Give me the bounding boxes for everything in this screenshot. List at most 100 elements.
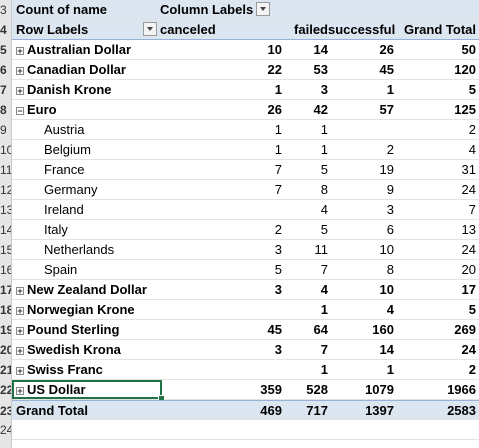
expand-icon[interactable]: + [16,66,24,76]
value-cell-successful[interactable]: 1 [386,82,394,97]
row-number[interactable]: 17 [0,283,11,297]
value-cell-canceled[interactable]: 45 [267,322,282,337]
value-cell-successful[interactable]: 2 [386,142,394,157]
value-cell-failed[interactable]: 7 [320,342,328,357]
value-cell-canceled[interactable]: 3 [274,242,282,257]
value-cell-failed[interactable]: 1 [320,362,328,377]
value-cell-total[interactable]: 5 [468,302,476,317]
row-number[interactable]: 22 [0,383,11,397]
expand-icon[interactable]: + [16,326,24,336]
row-label-cell[interactable]: + Swedish Krona [16,340,164,359]
row-label-cell[interactable]: + Norwegian Krone [16,300,164,319]
row-label-cell[interactable]: + US Dollar [12,380,165,402]
grand-total-failed[interactable]: 717 [306,403,328,418]
value-cell-canceled[interactable]: 7 [274,162,282,177]
row-label-cell[interactable]: − Euro [16,100,164,119]
value-cell-successful[interactable] [328,120,394,139]
expand-icon[interactable]: + [16,46,24,56]
row-number[interactable]: 6 [0,63,7,77]
value-cell-successful[interactable]: 10 [379,282,394,297]
row-label-cell[interactable]: Netherlands [16,240,192,259]
row-label-cell[interactable]: France [16,160,192,179]
row-number[interactable]: 12 [0,183,11,197]
row-number[interactable]: 18 [0,303,11,317]
value-cell-canceled[interactable] [172,360,282,379]
value-cell-canceled[interactable]: 5 [274,262,282,277]
column-labels-filter-dropdown[interactable] [256,2,270,16]
value-cell-total[interactable]: 4 [468,142,476,157]
value-cell-successful[interactable]: 4 [386,302,394,317]
value-cell-failed[interactable]: 8 [320,182,328,197]
value-cell-successful[interactable]: 57 [379,102,394,117]
value-cell-canceled[interactable]: 7 [274,182,282,197]
row-number[interactable]: 15 [0,243,11,257]
row-label-cell[interactable]: + Australian Dollar [16,40,164,59]
value-cell-failed[interactable]: 5 [320,222,328,237]
value-cell-failed[interactable]: 4 [320,282,328,297]
value-cell-failed[interactable]: 1 [320,142,328,157]
value-cell-successful[interactable]: 8 [386,262,394,277]
row-label-cell[interactable]: + Pound Sterling [16,320,164,339]
value-cell-total[interactable]: 2 [468,122,476,137]
value-cell-failed[interactable]: 7 [320,262,328,277]
value-cell-successful[interactable]: 1 [386,362,394,377]
row-labels-filter-dropdown[interactable] [143,22,157,36]
value-cell-failed[interactable]: 64 [313,322,328,337]
value-cell-total[interactable]: 5 [468,82,476,97]
value-cell-canceled[interactable]: 1 [274,142,282,157]
column-header-failed[interactable]: failed [294,22,328,37]
row-number[interactable]: 4 [0,23,7,37]
value-cell-failed[interactable]: 5 [320,162,328,177]
value-cell-canceled[interactable]: 2 [274,222,282,237]
value-cell-successful[interactable]: 10 [379,242,394,257]
value-cell-failed[interactable]: 11 [314,242,329,257]
row-number[interactable]: 7 [0,83,7,97]
value-cell-total[interactable]: 1966 [447,382,476,397]
row-label-cell[interactable]: Austria [16,120,192,139]
row-number[interactable]: 8 [0,103,7,117]
grand-total-label[interactable]: Grand Total [16,403,88,418]
value-cell-failed[interactable]: 4 [320,202,328,217]
value-cell-successful[interactable]: 19 [379,162,394,177]
value-cell-canceled[interactable] [172,300,282,319]
row-number[interactable]: 11 [0,163,11,177]
row-number[interactable]: 19 [0,323,11,337]
value-cell-failed[interactable]: 53 [313,62,328,77]
row-label-cell[interactable]: + Swiss Franc [16,360,164,379]
value-cell-canceled[interactable]: 26 [267,102,282,117]
value-cell-total[interactable]: 24 [461,242,476,257]
value-cell-total[interactable]: 7 [468,202,476,217]
collapse-icon[interactable]: − [16,106,24,116]
expand-icon[interactable]: + [16,386,24,396]
value-cell-failed[interactable]: 14 [313,42,328,57]
value-cell-total[interactable]: 20 [461,262,476,277]
value-cell-failed[interactable]: 42 [313,102,328,117]
expand-icon[interactable]: + [16,346,24,356]
value-cell-successful[interactable]: 1079 [365,382,394,397]
value-cell-canceled[interactable]: 10 [267,42,282,57]
row-label-cell[interactable]: Ireland [16,200,192,219]
expand-icon[interactable]: + [16,366,24,376]
row-label-cell[interactable]: + New Zealand Dollar [16,280,164,299]
row-label-cell[interactable]: Germany [16,180,192,199]
value-cell-failed[interactable]: 1 [320,302,328,317]
expand-icon[interactable]: + [16,86,24,96]
grand-total-total[interactable]: 2583 [447,403,476,418]
grand-total-canceled[interactable]: 469 [260,403,282,418]
row-label-cell[interactable]: Belgium [16,140,192,159]
row-number[interactable]: 13 [0,203,11,217]
column-labels-header[interactable]: Column Labels [160,2,254,17]
row-number[interactable]: 23 [0,404,11,418]
value-cell-canceled[interactable]: 3 [274,282,282,297]
value-cell-successful[interactable]: 6 [386,222,394,237]
value-cell-total[interactable]: 13 [461,222,476,237]
value-cell-total[interactable]: 120 [454,62,476,77]
value-cell-total[interactable]: 50 [461,42,476,57]
row-number[interactable]: 16 [0,263,11,277]
value-cell-canceled[interactable]: 359 [260,382,282,397]
value-cell-canceled[interactable] [172,200,282,219]
value-cell-canceled[interactable]: 3 [274,342,282,357]
expand-icon[interactable]: + [16,286,24,296]
row-number[interactable]: 10 [0,143,11,157]
column-header-grand-total[interactable]: Grand Total [404,22,476,37]
